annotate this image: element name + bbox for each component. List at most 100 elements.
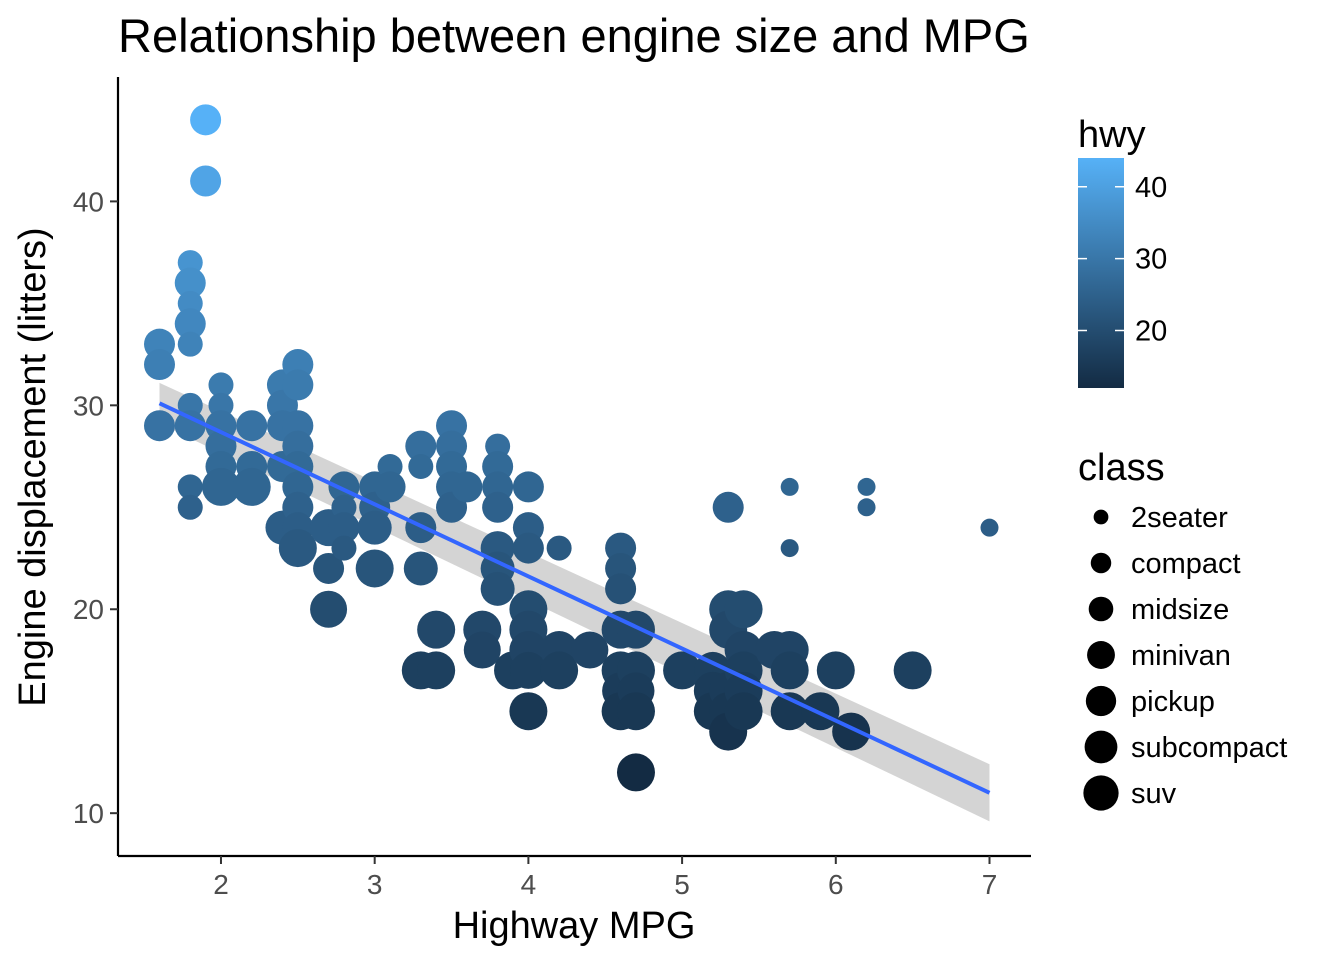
- data-point: [374, 471, 406, 503]
- x-tick-label: 2: [213, 869, 229, 900]
- color-gradient-bar: [1078, 158, 1124, 388]
- y-tick-label: 20: [73, 594, 104, 625]
- data-point: [770, 651, 809, 690]
- x-axis-title: Highway MPG: [453, 905, 696, 947]
- y-tick-label: 30: [73, 390, 104, 421]
- data-point: [405, 430, 437, 462]
- data-point: [177, 331, 203, 357]
- data-point: [832, 712, 871, 751]
- data-point: [616, 753, 655, 792]
- data-point: [780, 539, 799, 558]
- data-point: [546, 535, 572, 561]
- x-axis-ticks: 2 3 4 5 6 7: [213, 856, 997, 900]
- data-point: [801, 692, 840, 731]
- data-point: [408, 454, 434, 479]
- color-legend: hwy 20 30 40: [1078, 114, 1167, 388]
- data-point: [616, 692, 655, 731]
- data-point: [724, 692, 763, 731]
- data-point: [857, 477, 876, 496]
- data-point: [144, 349, 175, 381]
- size-legend-key: [1093, 509, 1109, 525]
- data-point: [174, 308, 206, 340]
- data-point: [482, 491, 514, 523]
- size-legend-key: [1084, 730, 1118, 764]
- size-legend-label: minivan: [1131, 640, 1231, 672]
- y-axis-title: Engine displacement (litters): [12, 227, 54, 706]
- data-point: [174, 410, 206, 442]
- data-point: [616, 610, 655, 649]
- color-legend-label: 20: [1135, 316, 1167, 348]
- points-layer: [144, 104, 999, 792]
- x-tick-label: 4: [521, 869, 537, 900]
- size-legend-key: [1085, 685, 1117, 717]
- size-legend-label: pickup: [1131, 686, 1215, 718]
- size-legend-key: [1090, 552, 1112, 574]
- data-point: [282, 369, 314, 401]
- data-point: [893, 651, 932, 690]
- data-point: [980, 518, 999, 537]
- y-tick-label: 10: [73, 798, 104, 829]
- y-tick-label: 40: [73, 186, 104, 217]
- data-point: [571, 631, 609, 669]
- data-point: [480, 571, 515, 606]
- data-point: [278, 529, 317, 568]
- data-point: [512, 471, 544, 503]
- data-point: [190, 165, 222, 197]
- size-legend-key: [1087, 641, 1115, 669]
- data-point: [663, 651, 702, 690]
- y-axis-ticks: 10 20 30 40: [73, 186, 118, 829]
- size-legend-label: 2seater: [1131, 502, 1228, 534]
- x-tick-label: 7: [982, 869, 998, 900]
- color-legend-ticks: 20 30 40: [1078, 172, 1167, 348]
- data-point: [403, 551, 438, 586]
- data-point: [177, 494, 203, 520]
- data-point: [144, 410, 175, 442]
- data-point: [816, 651, 855, 690]
- data-point: [509, 651, 547, 689]
- data-point: [177, 474, 203, 500]
- axes: 2 3 4 5 6 7 10 20 30 40: [73, 77, 1031, 900]
- plot-panel: [144, 104, 999, 822]
- data-point: [463, 631, 501, 669]
- data-point: [208, 372, 234, 398]
- data-point: [512, 532, 544, 564]
- x-tick-label: 6: [828, 869, 844, 900]
- data-point: [310, 590, 348, 628]
- chart-title: Relationship between engine size and MPG: [118, 9, 1030, 62]
- data-point: [313, 552, 345, 584]
- data-point: [201, 467, 240, 506]
- data-point: [232, 467, 271, 506]
- size-legend-key: [1088, 596, 1114, 622]
- data-point: [355, 549, 394, 588]
- data-point: [417, 651, 456, 690]
- size-legend-label: suv: [1131, 778, 1177, 810]
- data-point: [328, 512, 360, 544]
- x-tick-label: 3: [367, 869, 383, 900]
- data-point: [357, 510, 392, 545]
- data-point: [857, 498, 876, 517]
- data-point: [509, 692, 548, 731]
- data-point: [712, 491, 744, 523]
- data-point: [780, 477, 799, 496]
- data-point: [724, 590, 763, 629]
- size-legend-items: 2seater compact midsize minivan pickup subcom…: [1083, 502, 1287, 811]
- data-point: [236, 410, 268, 442]
- size-legend-label: compact: [1131, 548, 1241, 580]
- data-point: [174, 267, 206, 299]
- trend-line: [158, 401, 991, 795]
- data-point: [605, 573, 637, 605]
- data-point: [331, 535, 357, 561]
- data-point: [417, 610, 456, 649]
- data-point: [451, 471, 483, 503]
- color-legend-label: 30: [1135, 244, 1167, 276]
- size-legend-label: subcompact: [1131, 732, 1287, 764]
- size-legend: class 2seater compact midsize minivan pickup…: [1078, 447, 1287, 811]
- x-tick-label: 5: [674, 869, 690, 900]
- color-legend-label: 40: [1135, 172, 1167, 204]
- size-legend-label: midsize: [1131, 594, 1229, 626]
- size-legend-title: class: [1078, 447, 1165, 489]
- data-point: [190, 104, 222, 136]
- size-legend-key: [1083, 775, 1119, 811]
- data-point: [540, 651, 579, 690]
